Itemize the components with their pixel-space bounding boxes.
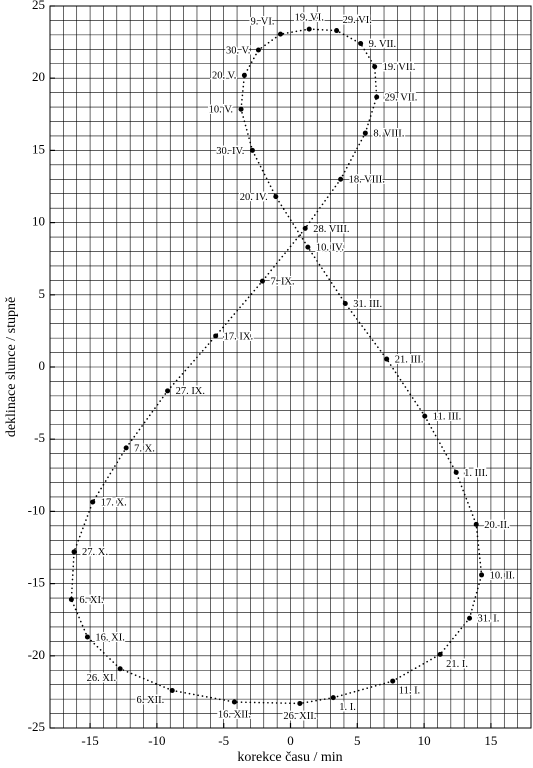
point-label: 8. VIII. bbox=[373, 128, 404, 139]
point bbox=[374, 94, 380, 100]
x-tick-label: 0 bbox=[287, 733, 294, 748]
y-tick-label: 25 bbox=[32, 0, 45, 12]
point-label: 10. V. bbox=[209, 105, 233, 116]
point-label: 20. II. bbox=[484, 520, 509, 531]
point-label: 9. VI. bbox=[250, 17, 274, 28]
point-label: 9. VII. bbox=[369, 39, 397, 50]
point bbox=[334, 28, 340, 34]
x-tick-label: 10 bbox=[418, 733, 431, 748]
point bbox=[305, 244, 311, 250]
point bbox=[84, 634, 90, 640]
point-label: 16. XI. bbox=[95, 632, 124, 643]
point-label: 31. I. bbox=[478, 614, 500, 625]
point-label: 7. X. bbox=[134, 443, 155, 454]
point bbox=[255, 47, 261, 53]
point-label: 19. VII. bbox=[383, 62, 416, 73]
point bbox=[362, 130, 368, 136]
point bbox=[437, 651, 443, 657]
point-label: 31. III. bbox=[353, 299, 382, 310]
point bbox=[342, 300, 348, 306]
point-label: 6. XI. bbox=[79, 595, 103, 606]
y-tick-label: -20 bbox=[28, 647, 45, 662]
y-tick-label: 5 bbox=[39, 286, 46, 301]
point-label: 1. I. bbox=[339, 702, 356, 713]
y-tick-label: 10 bbox=[32, 214, 45, 229]
point-label: 10. II. bbox=[490, 570, 515, 581]
point-label: 20. IV. bbox=[240, 192, 268, 203]
x-tick-label: -15 bbox=[81, 733, 98, 748]
point bbox=[372, 64, 378, 70]
x-tick-label: 15 bbox=[484, 733, 497, 748]
point-label: 28. VIII. bbox=[313, 224, 349, 235]
point-label: 21. III. bbox=[395, 354, 424, 365]
point bbox=[68, 596, 74, 602]
y-tick-label: 0 bbox=[39, 358, 46, 373]
point bbox=[302, 225, 308, 231]
point bbox=[297, 700, 303, 706]
x-tick-label: -5 bbox=[218, 733, 229, 748]
point-label: 29. VII. bbox=[385, 92, 418, 103]
point bbox=[473, 521, 479, 527]
point bbox=[390, 678, 396, 684]
point-label: 11. III. bbox=[433, 412, 461, 423]
point bbox=[330, 695, 336, 701]
point-label: 29. VI. bbox=[343, 15, 372, 26]
y-tick-label: -25 bbox=[28, 719, 45, 734]
y-tick-label: -5 bbox=[34, 430, 45, 445]
point-label: 26. XII. bbox=[283, 711, 316, 722]
analemma-curve bbox=[70, 28, 483, 705]
point bbox=[238, 106, 244, 112]
point-label: 16. XII. bbox=[218, 709, 251, 720]
point-label: 19. VI. bbox=[295, 13, 324, 24]
point-label: 30. V. bbox=[226, 45, 250, 56]
point-label: 1. III. bbox=[464, 468, 488, 479]
point bbox=[467, 615, 473, 621]
point-label: 27. X. bbox=[82, 547, 108, 558]
point-label: 6. XII. bbox=[137, 695, 165, 706]
point-label: 30. IV. bbox=[216, 146, 244, 157]
point bbox=[338, 176, 344, 182]
point-label: 18. VIII. bbox=[349, 175, 385, 186]
point bbox=[231, 699, 237, 705]
point bbox=[241, 72, 247, 78]
point bbox=[277, 31, 283, 37]
y-tick-label: 20 bbox=[32, 69, 45, 84]
point bbox=[165, 388, 171, 394]
point-label: 7. IX. bbox=[270, 276, 294, 287]
point bbox=[306, 26, 312, 32]
point-label: 26. XI. bbox=[87, 673, 116, 684]
y-tick-label: -10 bbox=[28, 502, 45, 517]
point bbox=[169, 687, 175, 693]
point-label: 10. IV. bbox=[316, 243, 344, 254]
point-label: 11. I. bbox=[399, 685, 420, 696]
point bbox=[273, 194, 279, 200]
point bbox=[213, 333, 219, 339]
x-tick-label: 5 bbox=[354, 733, 361, 748]
point bbox=[479, 572, 485, 578]
point-label: 21. I. bbox=[446, 659, 468, 670]
point bbox=[453, 469, 459, 475]
y-tick-label: -15 bbox=[28, 575, 45, 590]
x-axis-label: korekce času / min bbox=[237, 750, 342, 765]
point bbox=[259, 278, 265, 284]
y-tick-label: 15 bbox=[32, 141, 45, 156]
point-label: 17. IX. bbox=[224, 331, 253, 342]
point bbox=[123, 445, 129, 451]
y-axis-label: deklinace slunce / stupně bbox=[4, 297, 19, 437]
point-label: 27. IX. bbox=[176, 386, 205, 397]
point bbox=[90, 499, 96, 505]
point bbox=[249, 147, 255, 153]
point bbox=[71, 549, 77, 555]
x-tick-label: -10 bbox=[148, 733, 165, 748]
point bbox=[384, 356, 390, 362]
point bbox=[117, 666, 123, 672]
point bbox=[358, 41, 364, 47]
point-label: 20. V. bbox=[212, 71, 236, 82]
point-label: 17. X. bbox=[101, 497, 127, 508]
point bbox=[422, 413, 428, 419]
